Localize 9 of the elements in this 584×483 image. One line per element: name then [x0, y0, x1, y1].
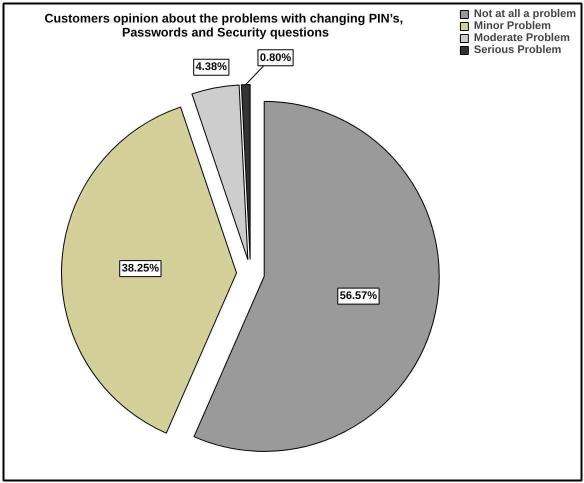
- text: Customers opinion about the problems with changing PIN’s, Passwords and Security questions: [44, 12, 404, 40]
- data-label: 4.38%: [196, 61, 228, 74]
- legend-label: Serious Problem: [474, 44, 562, 56]
- data-label: 56.57%: [340, 290, 378, 302]
- legend-label: Not at all a problem: [474, 8, 576, 20]
- legend-label: Moderate Problem: [474, 32, 570, 44]
- data-label: 38.25%: [122, 262, 160, 275]
- legend-label: Minor Problem: [474, 20, 551, 32]
- data-label: 0.80%: [260, 52, 292, 64]
